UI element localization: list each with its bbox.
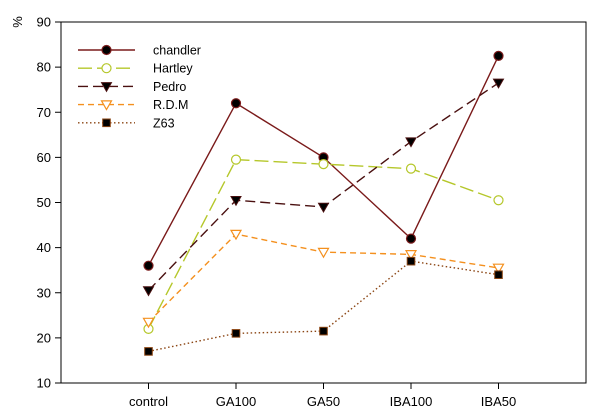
- legend-label-chandler: chandler: [153, 44, 201, 58]
- y-tick-label: 60: [37, 150, 51, 165]
- legend-marker-z63: [102, 118, 111, 128]
- data-point-z63-iba100: [406, 256, 416, 266]
- legend-marker-pedro: [100, 82, 113, 93]
- data-point-z63-iba50: [494, 270, 503, 279]
- data-point-r-d-m-ga100: [229, 229, 243, 241]
- legend-item-r-d-m: R.D.M: [78, 98, 188, 112]
- series-pedro: [142, 78, 505, 297]
- y-tick-label: 40: [37, 240, 51, 255]
- data-point-z63-ga50: [319, 326, 328, 336]
- data-point-z63-ga100: [231, 329, 241, 338]
- legend-label-z63: Z63: [153, 116, 175, 130]
- legend-label-r-d-m: R.D.M: [153, 98, 188, 112]
- y-tick-label: 70: [37, 105, 51, 120]
- y-axis-label: %: [10, 16, 25, 28]
- series-z63: [144, 256, 503, 356]
- data-point-hartley-iba50: [493, 195, 504, 206]
- legend-marker-chandler: [101, 44, 112, 56]
- data-point-pedro-iba100: [405, 137, 417, 148]
- data-point-chandler-ga100: [230, 98, 242, 109]
- data-point-pedro-iba50: [492, 78, 505, 89]
- y-tick-label: 80: [37, 60, 51, 75]
- legend-item-z63: Z63: [78, 116, 175, 130]
- series-line-z63: [148, 260, 499, 353]
- series-chandler: [143, 50, 504, 271]
- x-tick-label-iba100: IBA100: [390, 394, 433, 409]
- legend-item-hartley: Hartley: [78, 62, 193, 76]
- y-tick-label: 20: [37, 330, 51, 345]
- y-tick-label: 30: [37, 285, 51, 300]
- y-tick-label: 50: [37, 195, 51, 210]
- legend-label-hartley: Hartley: [153, 62, 193, 76]
- data-point-hartley-ga50: [318, 159, 329, 170]
- x-tick-label-iba50: IBA50: [481, 394, 516, 409]
- data-point-hartley-iba100: [405, 163, 417, 174]
- data-point-chandler-control: [143, 260, 154, 271]
- data-point-chandler-iba50: [493, 50, 504, 61]
- x-tick-label-control: control: [129, 394, 168, 409]
- data-point-r-d-m-iba50: [492, 263, 505, 275]
- legend-item-pedro: Pedro: [78, 80, 186, 94]
- y-tick-label: 10: [37, 376, 51, 391]
- series-layer: [142, 50, 505, 356]
- data-point-r-d-m-ga50: [317, 247, 330, 259]
- data-point-chandler-iba100: [405, 233, 417, 244]
- x-tick-label-ga50: GA50: [307, 394, 340, 409]
- legend: chandler Hartley Pedro R.D.M Z63: [78, 44, 201, 130]
- x-tick-label-ga100: GA100: [216, 394, 256, 409]
- data-point-z63-control: [144, 347, 153, 356]
- data-point-pedro-control: [142, 286, 155, 297]
- y-tick-label: 90: [37, 15, 51, 30]
- data-point-r-d-m-iba100: [404, 250, 418, 261]
- data-point-pedro-ga100: [230, 195, 242, 207]
- data-point-pedro-ga50: [317, 202, 330, 214]
- series-line-r-d-m: [148, 233, 499, 323]
- legend-marker-hartley: [101, 63, 112, 74]
- legend-label-pedro: Pedro: [153, 80, 186, 94]
- legend-item-chandler: chandler: [78, 44, 201, 58]
- data-point-hartley-ga100: [230, 154, 242, 165]
- chart-axes: 10 20 30 40 50 60 70 80 90 control GA100 GA50 IBA100…: [10, 15, 587, 409]
- series-hartley: [143, 154, 504, 334]
- series-line-pedro: [147, 82, 499, 291]
- data-point-r-d-m-control: [142, 317, 155, 329]
- legend-marker-r-d-m: [100, 100, 113, 111]
- series-line-hartley: [147, 158, 499, 330]
- series-r-d-m: [142, 229, 505, 329]
